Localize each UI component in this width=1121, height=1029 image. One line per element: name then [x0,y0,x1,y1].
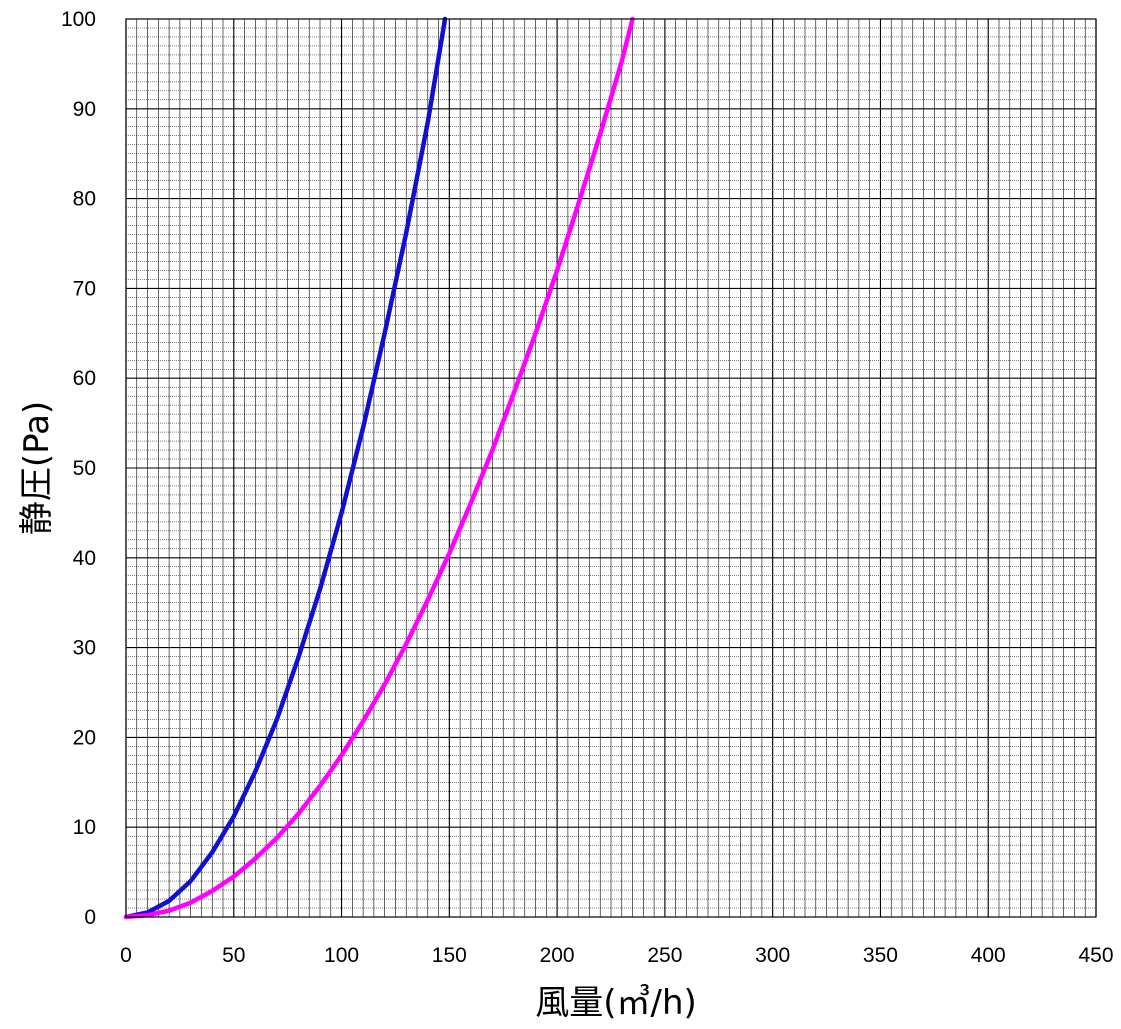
series-line-2 [123,16,635,920]
y-tick-label: 40 [73,547,96,570]
x-tick-label: 100 [324,944,359,967]
x-axis-title: 風量(㎥/h) [535,983,697,1023]
plot-frame [125,18,1097,918]
y-tick-label: 10 [73,816,96,839]
y-tick-labels: 0 10 20 30 40 50 60 70 80 90 100 [61,8,96,929]
x-tick-label: 50 [222,944,245,967]
y-tick-label: 30 [73,637,96,660]
x-tick-labels: 0 50 100 150 200 250 300 350 400 450 [120,944,1113,967]
y-tick-label: 60 [73,367,96,390]
x-tick-label: 150 [432,944,467,967]
x-tick-label: 300 [755,944,790,967]
y-tick-label: 0 [84,906,96,929]
y-tick-label: 80 [73,188,96,211]
y-axis-title: 静圧(Pa) [17,401,57,535]
series-layer [123,16,635,920]
x-tick-label: 200 [540,944,575,967]
series-line-1 [123,16,448,920]
x-tick-label: 400 [971,944,1006,967]
x-tick-label: 450 [1078,944,1113,967]
y-tick-label: 70 [73,277,96,300]
y-tick-label: 50 [73,457,96,480]
x-tick-label: 0 [120,944,132,967]
x-tick-label: 250 [647,944,682,967]
y-tick-label: 100 [61,8,96,31]
y-tick-label: 90 [73,98,96,121]
y-tick-label: 20 [73,726,96,749]
x-tick-label: 350 [863,944,898,967]
